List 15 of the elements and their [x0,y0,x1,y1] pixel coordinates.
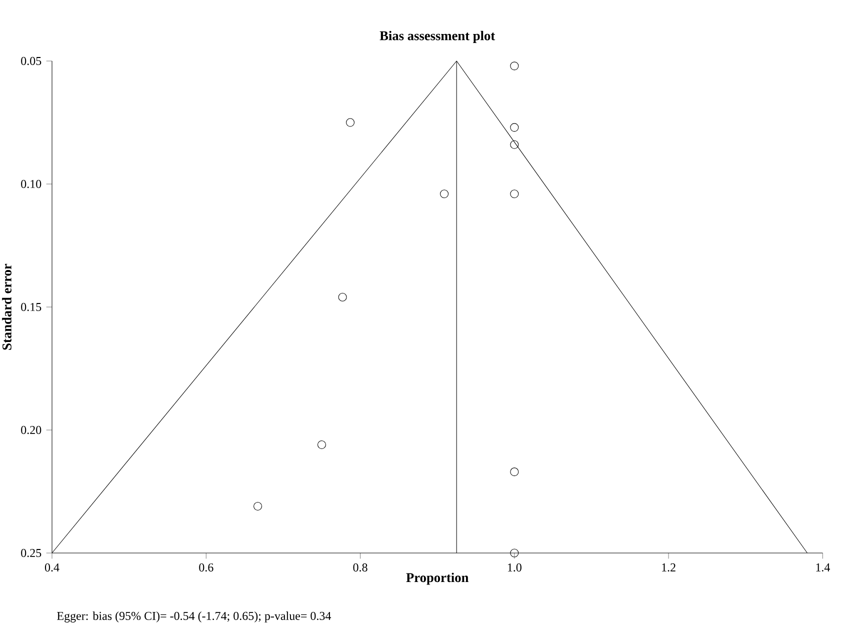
x-tick-label: 1.2 [662,563,676,572]
x-tick-label: 0.6 [199,563,214,572]
y-axis-title: Standard error [2,264,12,350]
x-tick-label: 1.4 [816,563,830,572]
y-tick-label: 0.20 [21,426,42,434]
x-axis-title: Proportion [406,572,468,585]
y-tick-label: 0.05 [21,56,42,66]
y-tick-label: 0.15 [21,302,42,312]
chart-title: Bias assessment plot [380,30,496,43]
x-tick-label: 0.8 [353,563,368,572]
y-tick-label: 0.25 [21,548,42,558]
y-tick-label: 0.10 [21,180,42,188]
x-tick-label: 1.0 [508,563,522,572]
text: Egger: bias (95% CI)= -0.54 (-1.74; 0.65); p-value= 0.34 [57,612,332,622]
x-tick-label: 0.4 [44,563,60,572]
